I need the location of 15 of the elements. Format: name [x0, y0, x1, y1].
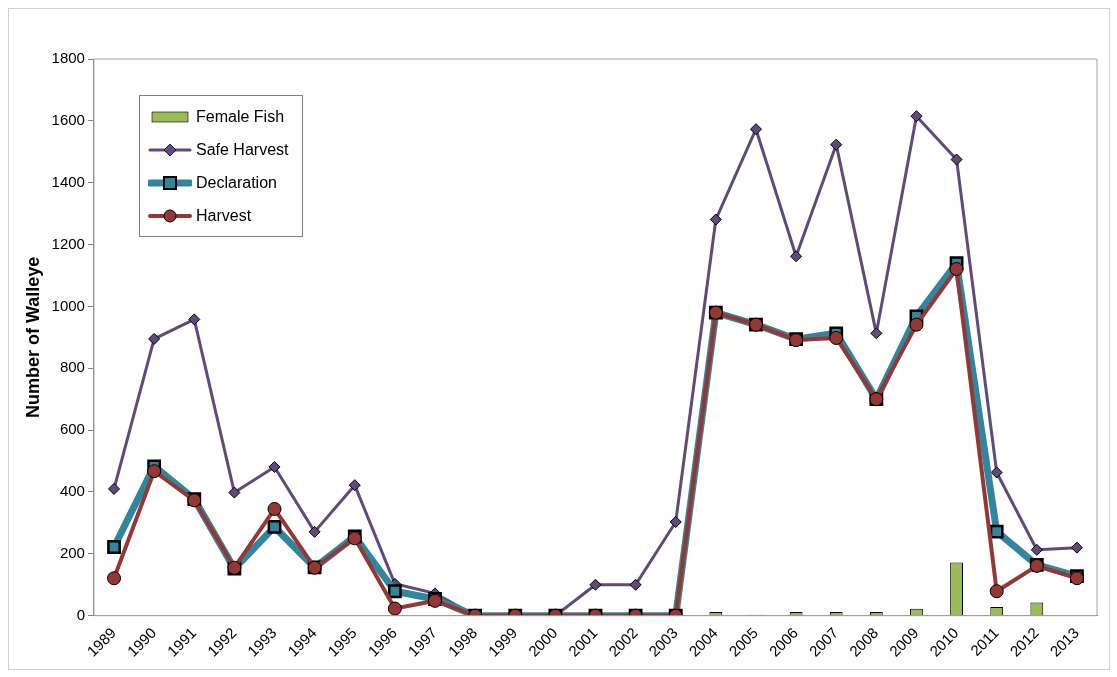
y-tick-label: 1000 [51, 296, 85, 314]
legend-label: Female Fish [196, 107, 285, 126]
y-tick-label: 1800 [51, 49, 85, 67]
legend-label: Safe Harvest [196, 140, 289, 159]
y-tick-label: 200 [59, 543, 85, 561]
y-tick-label: 600 [59, 420, 85, 438]
y-tick-label: 400 [59, 482, 85, 500]
y-tick-label: 800 [59, 358, 85, 376]
y-tick-label: 1400 [51, 172, 85, 190]
y-tick-label: 1200 [51, 234, 85, 252]
y-tick-label: 1600 [51, 110, 85, 128]
y-tick-label: 0 [76, 605, 85, 623]
legend-label: Declaration [196, 173, 277, 192]
y-axis-title: Number of Walleye [22, 256, 43, 419]
legend-label: Harvest [196, 206, 252, 225]
